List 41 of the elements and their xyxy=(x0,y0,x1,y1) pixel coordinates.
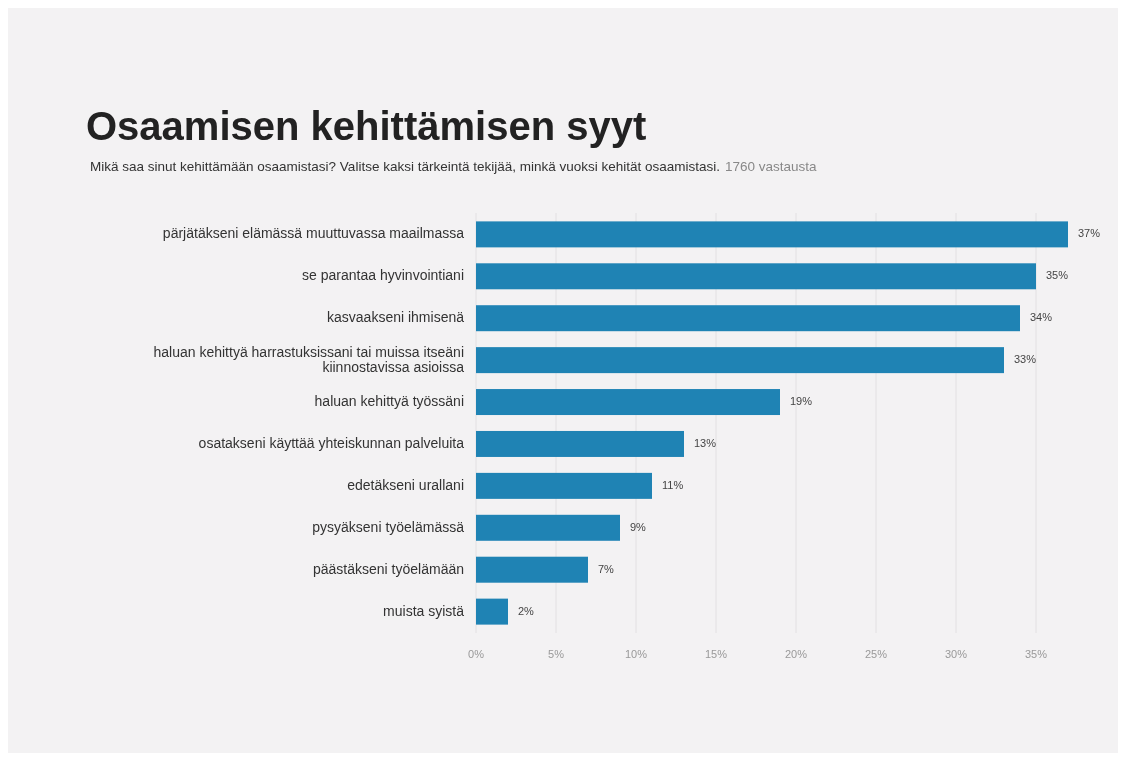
y-tick-label: osatakseni käyttää yhteiskunnan palveluita xyxy=(198,434,465,451)
bar xyxy=(476,389,780,416)
chart-subtitle: Mikä saa sinut kehittämään osaamistasi? Valitse kaksi tärkeintä tekijää, minkä vuoksi kehität osaamistasi. xyxy=(90,159,721,174)
bar xyxy=(476,221,1068,248)
bar xyxy=(476,556,588,583)
bar xyxy=(476,472,652,499)
x-tick-label: 10% xyxy=(624,648,648,660)
data-label: 2% xyxy=(518,604,535,617)
x-tick-label: 5% xyxy=(548,648,565,660)
x-tick-label: 0% xyxy=(468,648,485,660)
x-tick-label: 15% xyxy=(704,648,728,660)
y-tick-label: se parantaa hyvinvointiani xyxy=(302,267,464,283)
data-label: 37% xyxy=(1078,227,1101,240)
y-tick-label: muista syistä xyxy=(383,602,465,619)
data-label: 33% xyxy=(1014,353,1037,366)
data-label: 9% xyxy=(630,520,647,533)
y-tick-label: kasvaakseni ihmisenä xyxy=(327,308,465,325)
data-label: 13% xyxy=(694,436,717,449)
x-tick-label: 35% xyxy=(1024,648,1048,660)
bar xyxy=(476,430,684,457)
data-label: 7% xyxy=(598,562,615,575)
data-label: 34% xyxy=(1030,311,1053,324)
data-label: 11% xyxy=(662,478,684,491)
bar xyxy=(476,514,620,541)
y-tick-label: haluan kehittyä työssäni xyxy=(314,392,464,409)
y-tick-label: pysyäkseni työelämässä xyxy=(312,518,465,535)
text: 1760 vastausta xyxy=(725,159,818,174)
y-tick-label: edetäkseni urallani xyxy=(347,476,464,493)
y-tick-label: haluan kehittyä harrastuksissani tai muissa itseäni kiinnostavissa asioissa xyxy=(153,343,465,375)
x-tick-label: 20% xyxy=(784,648,808,660)
x-tick-label: 25% xyxy=(864,648,888,660)
bar xyxy=(476,305,1020,332)
x-tick-label: 30% xyxy=(944,648,968,660)
y-tick-label: pärjätäkseni elämässä muuttuvassa maailmassa xyxy=(162,225,465,242)
data-label: 35% xyxy=(1046,269,1069,282)
bar xyxy=(476,263,1036,290)
bar xyxy=(476,347,1004,374)
bar xyxy=(476,598,508,625)
y-tick-label: päästäkseni työelämään xyxy=(313,560,464,577)
data-label: 19% xyxy=(790,394,813,407)
chart-title: Osaamisen kehittämisen syyt xyxy=(86,104,647,148)
